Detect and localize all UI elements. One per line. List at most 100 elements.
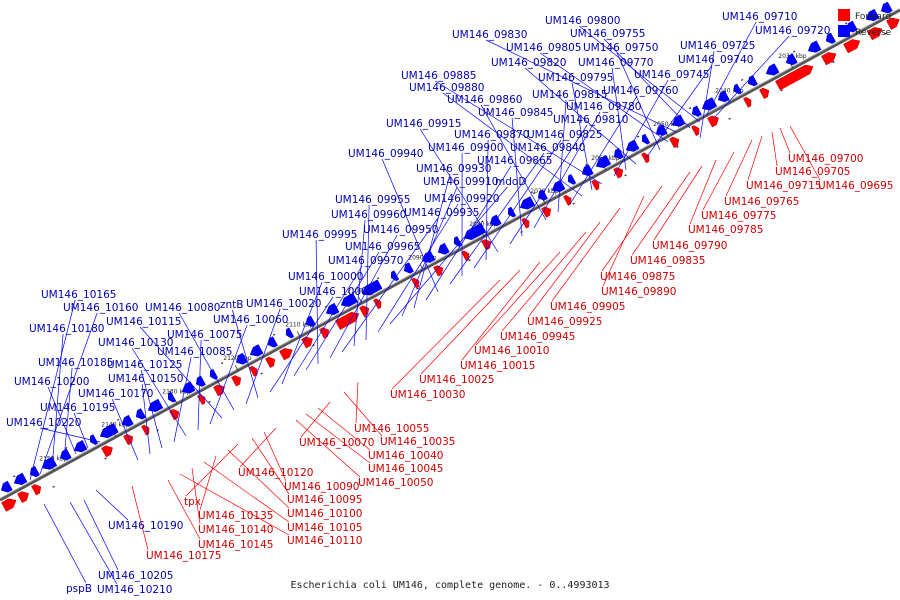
feature-tick <box>624 174 627 177</box>
reverse-gene <box>671 114 686 127</box>
forward-leader-line <box>179 473 290 536</box>
forward-gene-label: UM146_09925 <box>527 316 602 328</box>
reverse-leader-line <box>713 35 790 119</box>
forward-gene <box>249 365 258 377</box>
forward-leader-line <box>601 185 663 272</box>
reverse-gene-label: UM146_09995 <box>282 229 357 241</box>
forward-gene <box>886 17 900 30</box>
feature-tick <box>637 135 640 138</box>
reverse-gene-label: UM146_09960 <box>331 209 406 221</box>
reverse-gene <box>691 105 702 117</box>
reverse-gene-label: UM146_09865 <box>477 155 552 167</box>
reverse-gene <box>29 465 40 478</box>
forward-leader-line <box>747 135 763 181</box>
axis-tick-label: 2040 kbp <box>715 87 743 94</box>
forward-gene <box>641 152 650 164</box>
feature-tick <box>364 315 367 318</box>
reverse-gene-label: UM146_09830 <box>452 29 527 41</box>
reverse-gene-label: UM146_09780 <box>566 101 641 113</box>
forward-gene <box>843 39 861 54</box>
reverse-gene <box>59 448 72 461</box>
reverse-leader-line <box>293 265 363 377</box>
forward-gene-label: UM146_09790 <box>652 240 727 252</box>
forward-gene <box>231 375 242 387</box>
forward-gene-label: UM146_09705 <box>775 166 850 178</box>
reverse-leader-line <box>569 95 638 205</box>
reverse-gene <box>235 352 248 365</box>
reverse-gene <box>453 236 463 247</box>
reverse-leader-line <box>51 333 64 469</box>
reverse-gene <box>733 83 743 95</box>
forward-gene-label: UM146_09835 <box>630 255 705 267</box>
forward-gene <box>707 115 719 128</box>
reverse-gene-label: UM146_09740 <box>678 54 753 66</box>
reverse-gene-label: UM146_10080 <box>145 302 220 314</box>
axis-tick <box>234 364 239 371</box>
legend-reverse-label: Reverse <box>855 28 892 38</box>
reverse-gene <box>390 270 400 282</box>
genome-caption: Escherichia coli UM146, complete genome.… <box>290 580 609 591</box>
forward-gene <box>867 27 883 41</box>
reverse-leader-line <box>281 281 323 385</box>
reverse-gene-label: UM146_10125 <box>107 359 182 371</box>
reverse-gene-label: UM146_10085 <box>157 346 232 358</box>
forward-gene <box>1 498 17 512</box>
reverse-leader-line <box>73 412 89 449</box>
forward-gene-label: UM146_10015 <box>460 360 535 372</box>
reverse-gene-label: UM146_10060 <box>213 314 288 326</box>
reverse-leader-line <box>377 203 459 333</box>
reverse-gene <box>595 154 612 169</box>
reverse-gene <box>305 315 316 327</box>
reverse-leader-line <box>603 38 691 129</box>
forward-gene-label: UM146_10045 <box>368 463 443 475</box>
reverse-gene-label: UM146_09770 <box>578 57 653 69</box>
reverse-gene <box>89 434 99 446</box>
forward-gene-label: UM146_09890 <box>601 286 676 298</box>
forward-gene-label: UM146_09905 <box>550 301 625 313</box>
reverse-leader-line <box>381 158 439 293</box>
forward-leader-line <box>420 269 521 375</box>
feature-tick <box>780 89 783 92</box>
reverse-gene-label: UM146_09810 <box>553 114 628 126</box>
reverse-leader-line <box>539 52 669 143</box>
forward-gene-label: tpx <box>184 496 201 508</box>
reverse-leader-line <box>47 386 77 455</box>
feature-tick <box>104 457 107 460</box>
reverse-leader-line <box>413 173 451 309</box>
genome-axis <box>0 8 900 502</box>
forward-gene <box>373 298 382 310</box>
reverse-gene-label: UM146_09940 <box>348 148 423 160</box>
reverse-leader-line <box>173 356 192 443</box>
reverse-gene <box>865 8 880 22</box>
forward-gene-label: UM146_09875 <box>600 271 675 283</box>
forward-gene-label: UM146_10175 <box>146 550 221 562</box>
feature-tick <box>260 372 263 375</box>
reverse-gene-label: UM146_10115 <box>106 316 181 328</box>
feature-tick <box>221 362 224 365</box>
reverse-gene <box>641 133 651 145</box>
reverse-gene <box>765 63 780 76</box>
forward-leader-line <box>789 125 821 181</box>
forward-gene-label: UM146_09945 <box>500 331 575 343</box>
forward-gene-label: UM146_10135 <box>198 510 273 522</box>
forward-gene <box>669 136 680 149</box>
reverse-gene-label: UM146_09870 <box>454 129 529 141</box>
forward-gene-label: UM146_10110 <box>287 535 362 547</box>
reverse-gene-label: UM146_09970 <box>328 255 403 267</box>
reverse-leader-line <box>611 67 627 171</box>
forward-gene <box>461 250 470 262</box>
reverse-gene <box>701 97 718 111</box>
reverse-gene <box>167 391 177 403</box>
forward-leader-line <box>199 455 217 511</box>
reverse-gene-label: UM146_09930 <box>416 163 491 175</box>
reverse-gene-label: UM146_09955 <box>335 194 410 206</box>
reverse-leader-line <box>480 104 547 221</box>
forward-gene <box>301 336 313 349</box>
forward-leader-line <box>391 279 501 390</box>
forward-gene <box>759 87 770 100</box>
reverse-gene <box>403 262 414 274</box>
axis-tick-label: 2080 kbp <box>469 221 497 228</box>
reverse-leader-line <box>613 79 669 177</box>
reverse-leader-line <box>524 67 637 165</box>
reverse-gene-label: UM146_10165 <box>41 289 116 301</box>
